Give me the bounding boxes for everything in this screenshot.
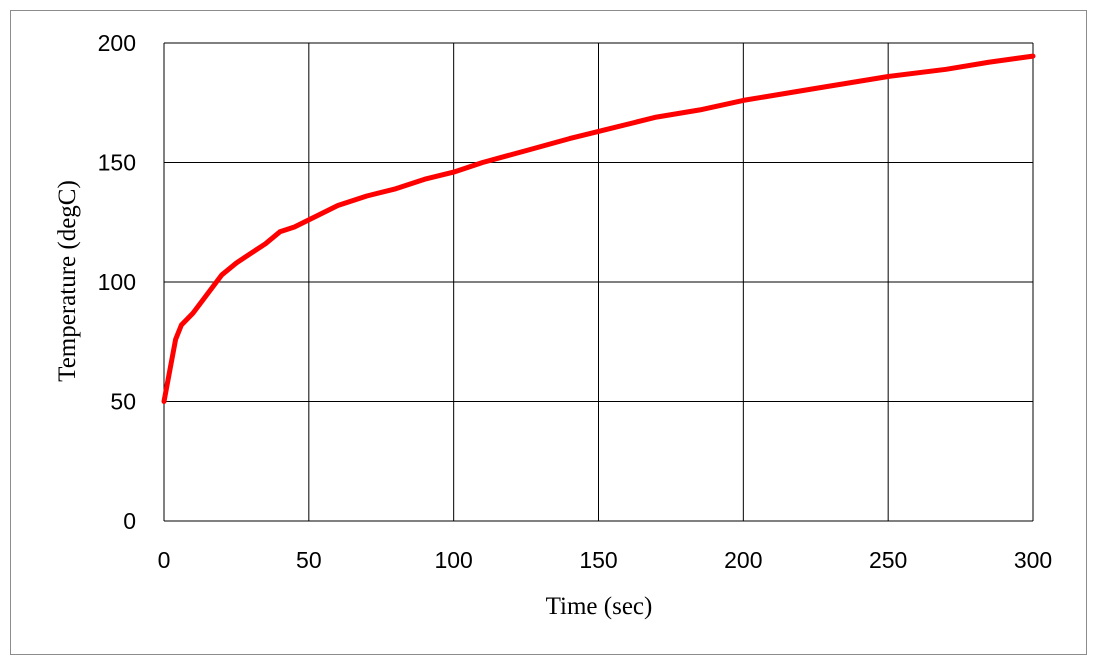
y-tick-label: 150: [98, 150, 136, 176]
y-tick-label: 0: [123, 508, 136, 534]
x-tick-label: 200: [724, 547, 762, 573]
x-tick-label: 50: [296, 547, 322, 573]
series-layer: [161, 53, 1036, 404]
x-tick-label: 100: [434, 547, 472, 573]
y-tick-label: 100: [98, 269, 136, 295]
x-tick-label: 300: [1014, 547, 1052, 573]
x-tick-label: 150: [579, 547, 617, 573]
x-axis-title: Time (sec): [546, 593, 653, 620]
y-tick-label: 200: [98, 30, 136, 56]
y-tick-label: 50: [110, 389, 136, 415]
x-tick-label: 0: [158, 547, 171, 573]
x-tick-label: 250: [869, 547, 907, 573]
y-axis-title: Temperature (degC): [54, 180, 81, 382]
grid: [163, 42, 1034, 522]
series-line: [161, 53, 1036, 404]
tick-labels: 0 50 100 150 200 250 300 0 50 100 150 200: [98, 30, 1053, 573]
chart-frame: [10, 10, 1087, 655]
